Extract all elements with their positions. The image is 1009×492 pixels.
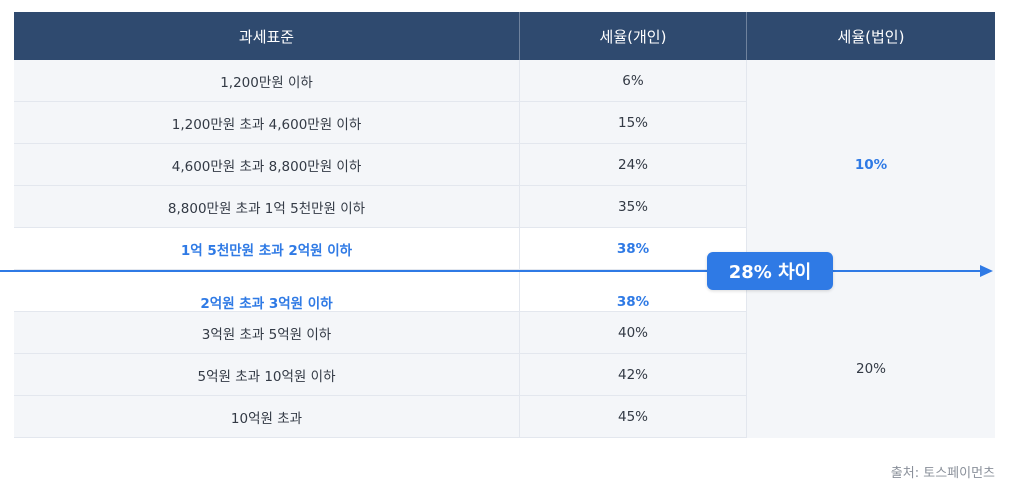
rate-cell: 35% [519, 186, 746, 228]
table-row: 5억원 초과 10억원 이하 42% [14, 354, 746, 396]
table-row: 3억원 초과 5억원 이하 40% [14, 312, 746, 354]
table-row: 10억원 초과 45% [14, 396, 746, 438]
bracket-cell: 5억원 초과 10억원 이하 [14, 354, 519, 396]
bracket-cell: 1,200만원 이하 [14, 60, 519, 102]
rate-cell: 38% [519, 270, 746, 312]
bracket-cell: 4,600만원 초과 8,800만원 이하 [14, 144, 519, 186]
header-tax-base: 과세표준 [14, 12, 519, 60]
rate-cell: 24% [519, 144, 746, 186]
bracket-cell: 10억원 초과 [14, 396, 519, 438]
rate-cell: 15% [519, 102, 746, 144]
table-row: 4,600만원 초과 8,800만원 이하 24% [14, 144, 746, 186]
table-row-highlighted: 1억 5천만원 초과 2억원 이하 38% [14, 228, 746, 270]
table-row: 1,200만원 초과 4,600만원 이하 15% [14, 102, 746, 144]
rate-cell: 42% [519, 354, 746, 396]
bracket-cell: 2억원 초과 3억원 이하 [14, 270, 519, 312]
source-caption: 출처: 토스페이먼츠 [890, 466, 995, 481]
table-row: 1,200만원 이하 6% [14, 60, 746, 102]
rate-cell: 40% [519, 312, 746, 354]
bracket-cell: 8,800만원 초과 1억 5천만원 이하 [14, 186, 519, 228]
rate-cell: 38% [519, 228, 746, 270]
corporate-rate-upper: 10% [746, 60, 995, 270]
table-row-highlighted: 2억원 초과 3억원 이하 38% [14, 270, 746, 312]
header-corporate-rate: 세율(법인) [746, 12, 995, 60]
bracket-cell: 1,200만원 초과 4,600만원 이하 [14, 102, 519, 144]
difference-arrow-line [0, 270, 982, 272]
bracket-cell: 1억 5천만원 초과 2억원 이하 [14, 228, 519, 270]
header-individual-rate: 세율(개인) [519, 12, 746, 60]
table-row: 8,800만원 초과 1억 5천만원 이하 35% [14, 186, 746, 228]
rate-cell: 45% [519, 396, 746, 438]
rate-cell: 6% [519, 60, 746, 102]
difference-badge: 28% 차이 [707, 252, 833, 290]
arrow-right-icon [980, 265, 993, 277]
corporate-rate-lower: 20% [746, 270, 995, 438]
bracket-cell: 3억원 초과 5억원 이하 [14, 312, 519, 354]
